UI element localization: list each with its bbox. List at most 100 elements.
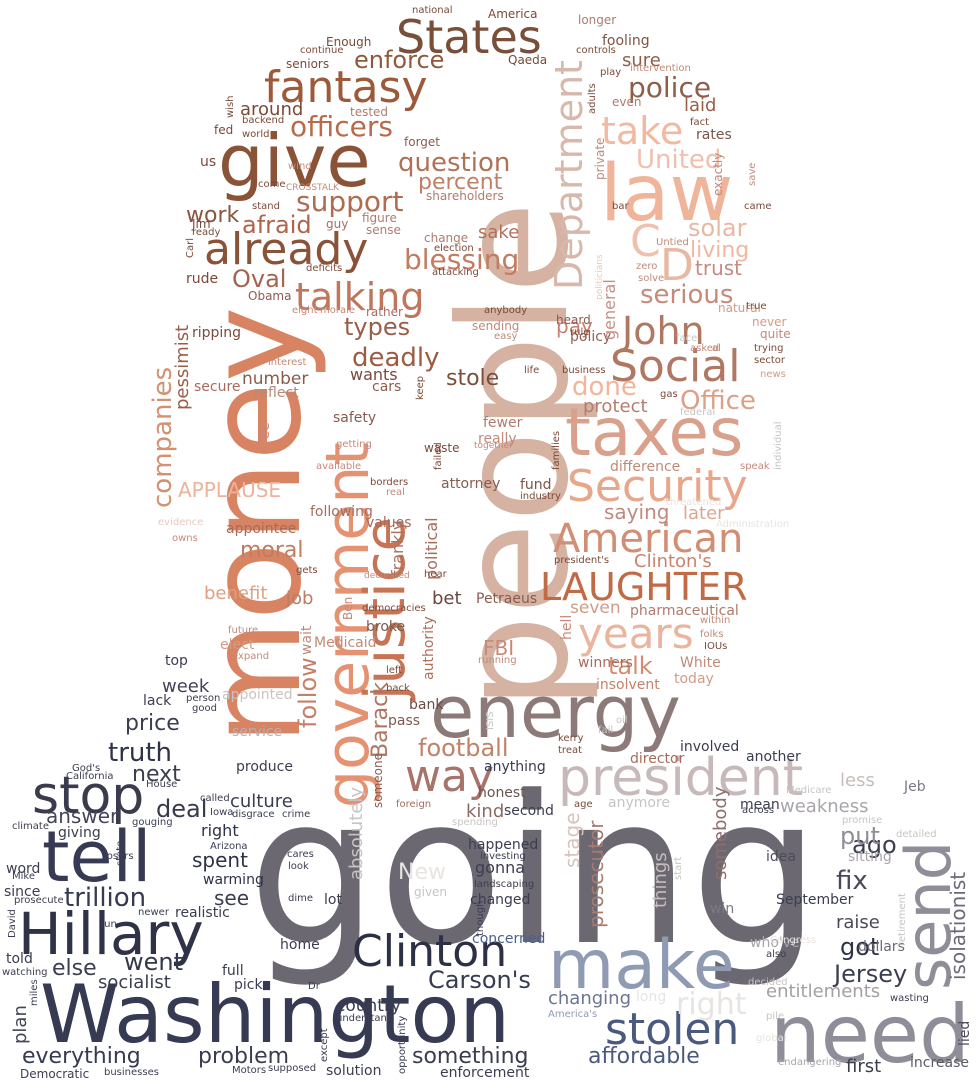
word-person: person bbox=[186, 693, 221, 704]
word-free: free bbox=[257, 422, 273, 450]
word-appointee: appointee bbox=[226, 521, 297, 537]
word-ious: IOUs bbox=[704, 641, 728, 652]
word-going: going bbox=[248, 753, 821, 991]
word-answer: answer bbox=[46, 804, 119, 828]
word-deal: deal bbox=[156, 795, 208, 823]
word-office: Office bbox=[680, 386, 756, 416]
word-make: make bbox=[548, 926, 735, 1005]
word-david: David bbox=[7, 909, 18, 938]
word-mean: mean bbox=[740, 797, 780, 813]
word-fact: fact bbox=[690, 117, 710, 128]
word-except: except bbox=[319, 1028, 330, 1062]
word-protect: protect bbox=[583, 396, 648, 417]
word-concerned: concerned bbox=[472, 931, 546, 947]
word-laughter: LAUGHTER bbox=[540, 565, 748, 609]
word-administration: Administration bbox=[716, 519, 790, 530]
word-winners: winners bbox=[578, 655, 633, 671]
word-retirement: retirement bbox=[897, 893, 908, 946]
word-saying: saying bbox=[604, 500, 670, 524]
word-ready: ready bbox=[192, 227, 221, 238]
word-top: top bbox=[165, 653, 188, 669]
word-enough: Enough bbox=[326, 35, 372, 49]
word-watching: watching bbox=[2, 967, 48, 978]
word-oil: oil bbox=[616, 715, 628, 726]
word-already: already bbox=[204, 224, 369, 275]
word-told: told bbox=[6, 951, 33, 967]
word-crime: crime bbox=[282, 809, 311, 820]
word-since: since bbox=[4, 884, 41, 900]
word-rude: rude bbox=[186, 271, 219, 287]
word-values: values bbox=[366, 515, 412, 531]
word-attacking: attacking bbox=[432, 267, 479, 278]
word-socialist: socialist bbox=[98, 972, 171, 993]
word-come: come bbox=[258, 179, 286, 190]
word-went: went bbox=[124, 948, 184, 976]
word-truth: truth bbox=[108, 738, 173, 768]
word-longer: longer bbox=[578, 13, 617, 27]
word-someone: someone bbox=[371, 753, 385, 808]
word-run: run bbox=[100, 919, 117, 930]
word-pay: pay bbox=[556, 314, 593, 338]
word-fund: fund bbox=[520, 477, 552, 493]
word-social: Social bbox=[610, 341, 741, 392]
word-less: less bbox=[840, 770, 875, 791]
word-idea: idea bbox=[766, 849, 796, 865]
word-pessimist: pessimist bbox=[172, 324, 193, 410]
word-attorney: attorney bbox=[441, 476, 501, 492]
word-serious: serious bbox=[640, 280, 734, 310]
word-solve: solve bbox=[638, 273, 665, 284]
word-world: world bbox=[242, 129, 270, 140]
word-untied: Untied bbox=[656, 237, 689, 248]
word-stop: stop bbox=[32, 766, 145, 826]
word-things: things bbox=[650, 852, 671, 908]
word-new: New bbox=[398, 860, 446, 885]
word-treat: treat bbox=[558, 745, 583, 756]
word-afraid: afraid bbox=[242, 211, 312, 239]
word-americas: America's bbox=[548, 1009, 598, 1020]
word-appointed: appointed bbox=[222, 687, 293, 703]
word-look: look bbox=[288, 861, 309, 872]
word-expand: expand bbox=[232, 651, 270, 662]
word-iowa: Iowa bbox=[210, 807, 234, 818]
word-waste: waste bbox=[424, 441, 460, 455]
word-applause: APPLAUSE bbox=[178, 478, 282, 502]
word-medicaid: Medicaid bbox=[314, 635, 377, 651]
word-c: C bbox=[630, 216, 661, 267]
word-somebody: somebody bbox=[710, 786, 731, 880]
word-came: came bbox=[744, 201, 772, 212]
word-asked: asked bbox=[690, 343, 720, 354]
word-week: week bbox=[162, 676, 210, 697]
word-raise: raise bbox=[836, 912, 880, 933]
word-heard: heard bbox=[556, 313, 591, 327]
word-job: job bbox=[286, 588, 314, 609]
word-also: also bbox=[766, 949, 787, 960]
word-start: start bbox=[673, 856, 684, 880]
word-whove: who've bbox=[750, 935, 800, 951]
word-bet: bet bbox=[432, 588, 462, 609]
word-lack: lack bbox=[143, 693, 172, 709]
word-lot: lot bbox=[324, 892, 342, 908]
word-policy: policy bbox=[570, 329, 612, 345]
word-america: America bbox=[488, 7, 538, 21]
word-wants: wants bbox=[350, 365, 398, 384]
word-safety: safety bbox=[333, 410, 377, 426]
word-running: running bbox=[478, 655, 517, 666]
word-called: called bbox=[200, 793, 230, 804]
word-blessing: blessing bbox=[404, 243, 520, 276]
word-tested: tested bbox=[350, 105, 389, 119]
word-word: word bbox=[6, 861, 41, 877]
word-endangering: endangering bbox=[778, 1057, 842, 1068]
word-spent: spent bbox=[192, 848, 248, 872]
word-sitting: sitting bbox=[848, 849, 892, 865]
word-prosecute: prosecute bbox=[14, 895, 64, 906]
word-fooling: fooling bbox=[602, 33, 650, 49]
word-home: home bbox=[280, 937, 320, 953]
word-first: first bbox=[846, 1056, 882, 1077]
word-al: al bbox=[712, 343, 721, 354]
word-threatened: threatened bbox=[666, 497, 722, 508]
word-second: second bbox=[504, 803, 554, 819]
word-though: though bbox=[475, 900, 486, 936]
word-way: way bbox=[405, 751, 494, 802]
word-fed: fed bbox=[214, 123, 234, 137]
